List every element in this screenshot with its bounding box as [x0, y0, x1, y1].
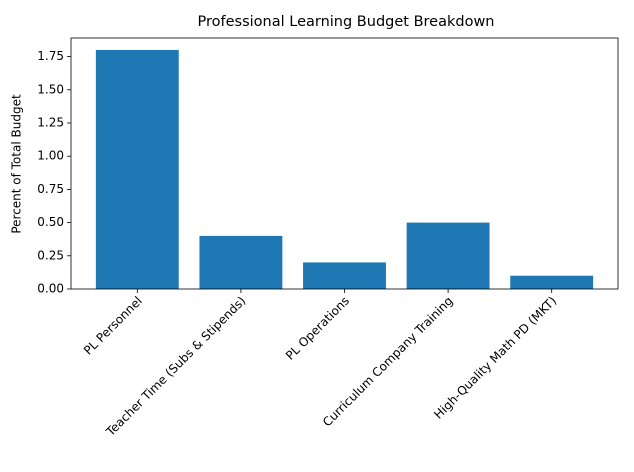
bar	[199, 235, 283, 289]
y-axis-label: Percent of Total Budget	[10, 94, 24, 234]
bar	[303, 262, 386, 289]
x-tick-label: PL Operations	[283, 294, 352, 363]
x-tick-label: PL Personnel	[81, 294, 145, 358]
x-tick-label: High-Quality Math PD (MKT)	[431, 294, 559, 422]
plot-frame	[70, 37, 619, 290]
y-tick-label: 1.25	[37, 115, 64, 129]
y-tick-label: 1.75	[37, 49, 64, 63]
y-tick-label: 0.00	[37, 282, 64, 296]
bar	[95, 49, 179, 290]
chart-title: Professional Learning Budget Breakdown	[198, 14, 495, 30]
bar	[510, 275, 594, 289]
y-tick-label: 1.50	[37, 82, 64, 96]
y-tick-label: 0.25	[37, 248, 64, 262]
bar	[406, 222, 490, 289]
y-tick-label: 1.00	[37, 149, 64, 163]
y-tick-label: 0.50	[37, 215, 64, 229]
y-tick-label: 0.75	[37, 182, 64, 196]
